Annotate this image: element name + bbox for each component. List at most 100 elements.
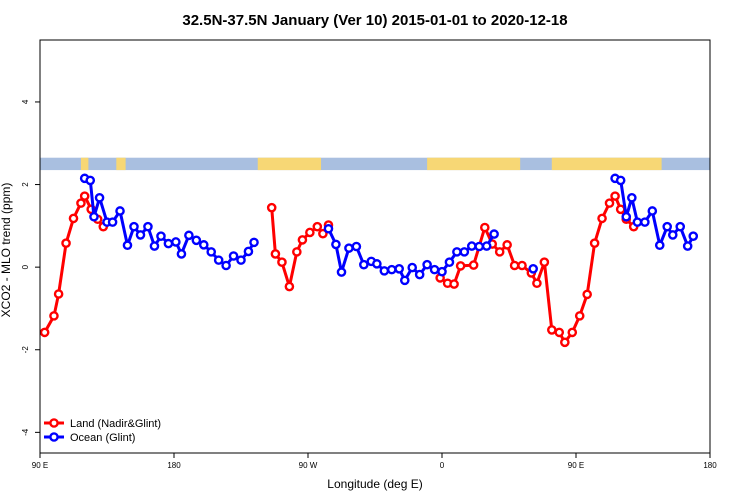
data-point	[270, 249, 281, 259]
data-point	[399, 275, 410, 286]
data-point	[437, 266, 447, 277]
legend-marker	[49, 432, 59, 442]
data-point	[266, 202, 277, 213]
data-point	[597, 213, 607, 224]
data-point	[414, 269, 425, 280]
data-point	[53, 289, 64, 299]
data-point	[171, 237, 181, 247]
data-point	[647, 206, 658, 216]
data-point	[667, 230, 678, 240]
data-point	[621, 211, 632, 222]
data-point	[331, 239, 341, 250]
x-tick-label: 0	[440, 461, 445, 470]
data-point	[662, 221, 672, 232]
data-point	[85, 175, 96, 186]
x-tick-label: 90 E	[32, 461, 48, 470]
x-tick-label: 90 E	[568, 461, 584, 470]
data-point	[589, 238, 600, 248]
data-point	[213, 255, 224, 265]
data-point	[604, 198, 615, 208]
data-point	[452, 247, 462, 257]
data-point	[79, 191, 90, 201]
data-point	[94, 192, 105, 203]
data-point	[292, 247, 302, 257]
x-axis-label: Longitude (deg E)	[327, 477, 422, 491]
legend-label: Ocean (Glint)	[70, 432, 135, 444]
data-point	[206, 247, 217, 257]
x-tick-label: 90 W	[299, 461, 318, 470]
data-point	[284, 281, 295, 292]
data-point	[39, 327, 50, 338]
data-point	[312, 221, 323, 232]
land-band	[427, 157, 521, 171]
land-band	[257, 157, 322, 171]
data-point	[459, 247, 470, 257]
data-point	[49, 311, 59, 321]
land-sea-strip	[40, 157, 710, 171]
data-point	[89, 211, 99, 222]
legend-marker	[49, 418, 59, 428]
y-tick-label: 0	[21, 264, 30, 269]
data-point	[567, 327, 578, 338]
data-point	[627, 192, 637, 203]
data-point	[221, 260, 231, 271]
data-point	[444, 257, 455, 267]
data-point	[297, 235, 308, 245]
data-point	[394, 264, 404, 274]
x-tick-label: 180	[167, 461, 181, 470]
data-point	[682, 241, 693, 251]
ocean-band	[40, 157, 710, 171]
data-point	[107, 217, 118, 227]
data-point	[422, 259, 432, 270]
data-point	[184, 230, 194, 241]
y-axis-label: XCO2 - MLO trend (ppm)	[0, 183, 13, 318]
data-point	[61, 238, 71, 248]
data-point	[468, 260, 479, 270]
data-point	[243, 246, 254, 257]
legend-label: Land (Nadir&Glint)	[70, 418, 161, 430]
data-point	[640, 217, 650, 227]
data-point	[122, 240, 133, 251]
chart-title: 32.5N-37.5N January (Ver 10) 2015-01-01 …	[182, 12, 567, 29]
data-point	[528, 264, 538, 274]
data-point	[632, 217, 643, 227]
series-layer	[39, 173, 699, 348]
series-line	[327, 228, 496, 282]
data-point	[359, 259, 369, 270]
data-point	[305, 227, 315, 238]
y-axis: -4 -2 0 2 4	[21, 99, 40, 436]
data-point	[115, 206, 125, 216]
data-point	[509, 260, 520, 271]
data-point	[191, 235, 202, 246]
data-point	[318, 228, 328, 239]
data-point	[675, 221, 686, 232]
data-point	[582, 289, 592, 300]
data-point	[76, 198, 86, 208]
data-point	[480, 222, 490, 233]
y-tick-label: -4	[21, 428, 30, 436]
data-point	[135, 230, 146, 240]
data-point	[481, 241, 492, 251]
data-point	[379, 266, 390, 276]
data-point	[494, 247, 505, 257]
data-point	[502, 240, 512, 250]
data-point	[68, 213, 79, 224]
data-point	[615, 204, 626, 215]
data-point	[532, 278, 542, 289]
data-point	[449, 279, 459, 289]
land-band	[80, 157, 89, 171]
series-ocean	[79, 173, 699, 286]
data-point	[517, 260, 527, 271]
data-point	[466, 241, 477, 251]
plot-frame	[39, 39, 711, 454]
data-point	[176, 249, 187, 259]
land-band	[116, 157, 126, 171]
data-point	[129, 221, 139, 232]
data-point	[198, 240, 209, 250]
data-point	[615, 175, 626, 186]
data-point	[489, 229, 499, 239]
y-tick-label: 4	[21, 99, 30, 104]
series-line	[270, 207, 330, 289]
data-point	[228, 251, 239, 261]
